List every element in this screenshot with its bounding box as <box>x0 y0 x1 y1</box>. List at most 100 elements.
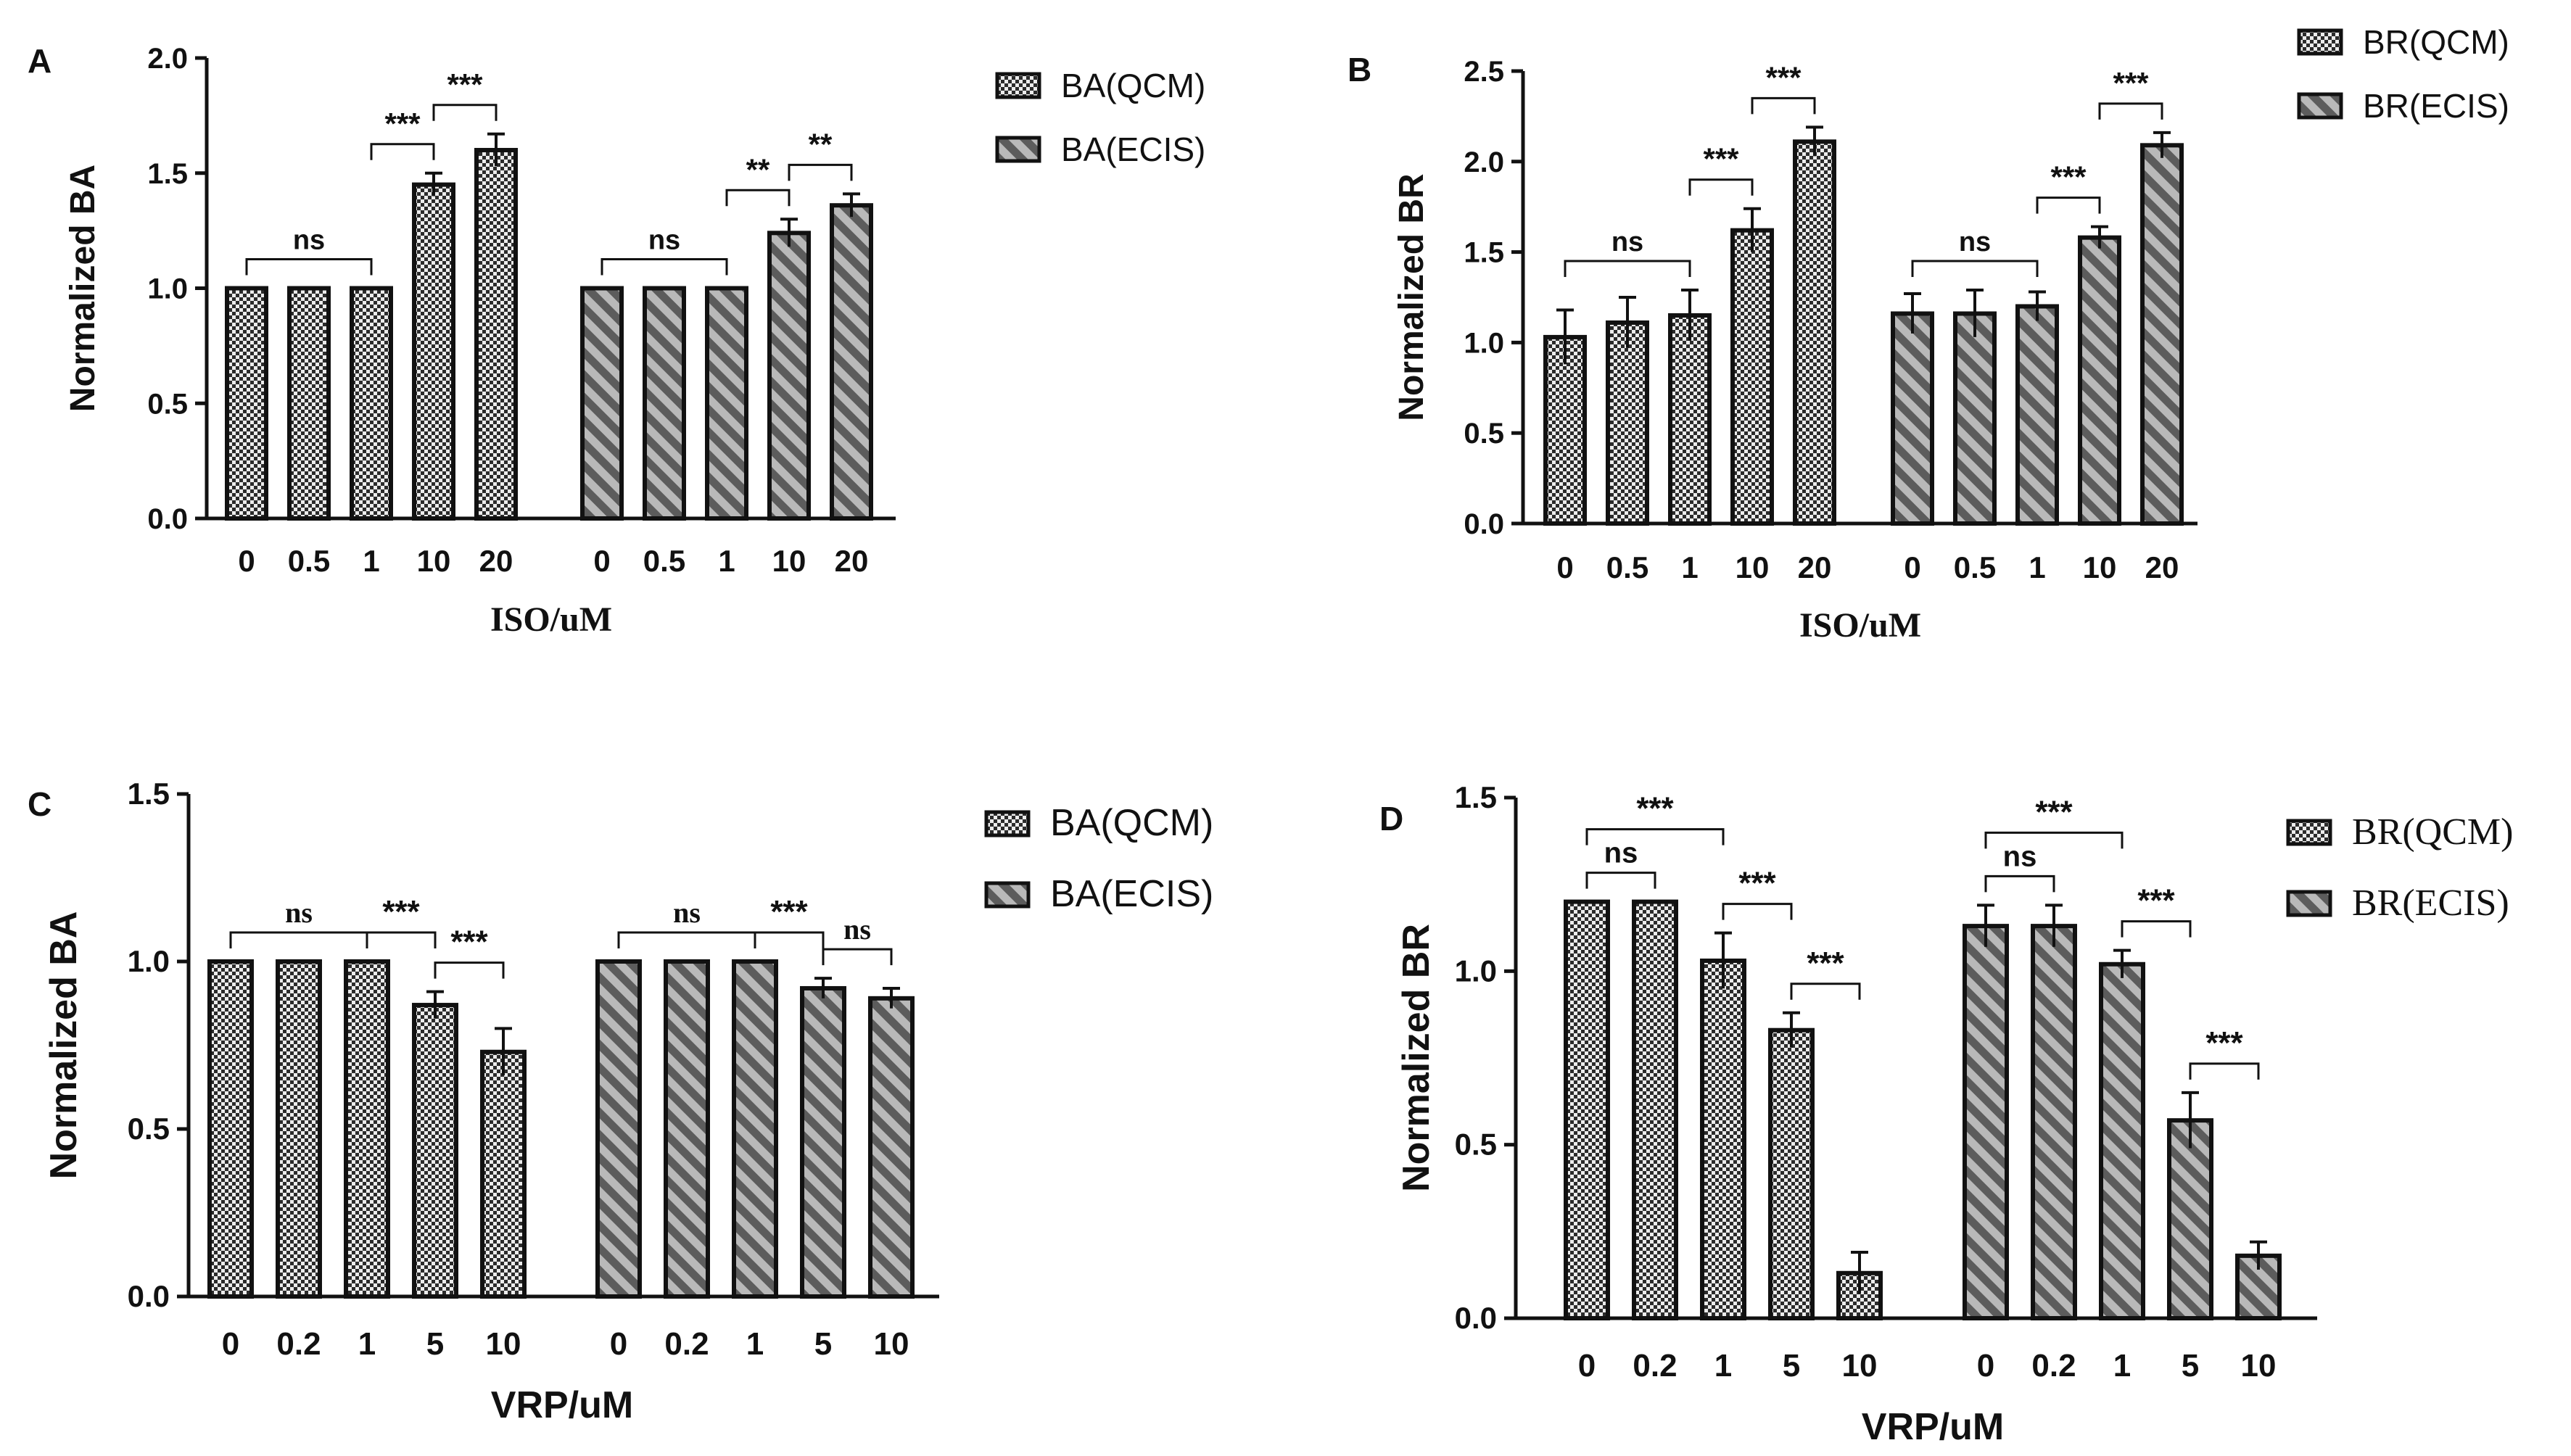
significance-label: ns <box>1959 227 1991 257</box>
y-tick-label: 1.0 <box>128 944 170 978</box>
significance-label: *** <box>1703 142 1739 176</box>
y-axis-label: Normalized BR <box>1395 924 1437 1192</box>
bar <box>1700 958 1746 1321</box>
x-axis-label: VRP/uM <box>1862 1406 2004 1448</box>
significance-bracket <box>1585 828 1725 845</box>
bar <box>1963 924 2009 1320</box>
significance-label: *** <box>1738 866 1776 901</box>
y-tick-label: 0.0 <box>128 1279 170 1313</box>
legend-swatch <box>984 881 1031 909</box>
bar <box>643 286 686 521</box>
y-tick-label: 1.0 <box>1455 954 1497 988</box>
significance-label: ns <box>673 896 701 929</box>
x-tick-label: 10 <box>874 1326 909 1362</box>
y-tick-label: 1.0 <box>147 273 188 305</box>
significance-bracket <box>1688 178 1754 196</box>
significance-bracket <box>725 189 791 207</box>
x-axis-label: VRP/uM <box>491 1384 633 1426</box>
y-axis-label: Normalized BA <box>43 911 85 1180</box>
bar <box>830 203 873 521</box>
significance-bracket <box>432 104 498 121</box>
legend-label: BA(QCM) <box>1061 67 1205 104</box>
y-axis-label: Normalized BA <box>64 165 102 412</box>
y-tick-label: 2.0 <box>147 43 188 75</box>
x-tick-label: 1 <box>1681 550 1698 584</box>
legend-swatch <box>2297 92 2343 120</box>
significance-bracket <box>1751 96 1816 115</box>
panel-letter: B <box>1348 51 1371 88</box>
x-tick-label: 0.2 <box>1633 1348 1677 1383</box>
panel-a: A 0.0 0.5 1.0 1.5 2.0 Normalized BA ISO/uM 0 0.5 1… <box>28 42 1205 639</box>
significance-label: ** <box>746 152 770 186</box>
legend-label: BR(QCM) <box>2352 811 2513 853</box>
y-tick-label: 0.5 <box>1464 418 1504 450</box>
panel-letter: D <box>1379 800 1403 837</box>
x-tick-label: 1 <box>363 544 379 578</box>
x-tick-label: 0 <box>593 544 610 578</box>
x-tick-label: 20 <box>2145 550 2179 584</box>
bar <box>2099 961 2145 1320</box>
significance-bracket <box>2098 102 2163 120</box>
significance-label: *** <box>382 894 420 930</box>
significance-label: *** <box>1807 946 1844 981</box>
x-tick-label: 0 <box>1556 550 1573 584</box>
x-tick-label: 1 <box>1714 1348 1732 1383</box>
significance-bracket <box>2036 197 2101 214</box>
significance-label: ns <box>293 226 325 256</box>
legend-swatch <box>2297 28 2343 56</box>
significance-label: ns <box>1611 227 1643 257</box>
significance-label: ns <box>648 226 680 256</box>
bar <box>474 148 518 521</box>
significance-label: *** <box>1636 791 1674 827</box>
significance-label: *** <box>384 107 421 141</box>
y-tick-label: 0.0 <box>147 503 188 535</box>
bar <box>767 231 811 521</box>
legend-swatch <box>2286 890 2332 917</box>
y-tick-label: 1.5 <box>1464 237 1504 269</box>
bar <box>207 959 254 1299</box>
x-tick-label: 20 <box>835 544 869 578</box>
x-axis-label: ISO/uM <box>1799 606 1921 645</box>
significance-label: *** <box>2205 1025 2243 1061</box>
legend-label: BA(QCM) <box>1050 802 1213 844</box>
x-tick-label: 20 <box>479 544 513 578</box>
x-tick-label: 0.5 <box>288 544 330 578</box>
x-tick-label: 10 <box>2083 550 2117 584</box>
panel-letter: A <box>28 42 51 80</box>
x-tick-label: 10 <box>1842 1348 1878 1383</box>
significance-label: *** <box>770 894 808 930</box>
bar <box>705 286 748 521</box>
significance-bracket <box>2121 920 2192 938</box>
x-tick-label: 20 <box>1798 550 1832 584</box>
bar <box>480 1049 527 1299</box>
significance-bracket <box>1790 983 1861 1000</box>
x-tick-label: 10 <box>486 1326 521 1362</box>
significance-bracket <box>1984 831 2124 849</box>
bar <box>800 985 846 1299</box>
x-tick-label: 1 <box>718 544 735 578</box>
bar <box>287 286 331 521</box>
bar <box>1668 313 1712 526</box>
bar <box>412 1003 458 1299</box>
significance-label: ns <box>285 896 313 929</box>
significance-label: *** <box>447 67 483 102</box>
bar <box>225 286 268 521</box>
x-tick-label: 10 <box>1736 550 1770 584</box>
significance-bracket <box>1564 260 1691 278</box>
significance-bracket <box>229 931 368 948</box>
x-tick-label: 0.5 <box>643 544 685 578</box>
x-tick-label: 1 <box>358 1326 376 1362</box>
x-tick-label: 0 <box>1904 550 1920 584</box>
significance-bracket <box>2189 1062 2260 1080</box>
x-tick-label: 1 <box>2113 1348 2131 1383</box>
significance-label: *** <box>1765 60 1802 94</box>
significance-label: *** <box>2050 160 2087 194</box>
x-tick-label: 0.2 <box>664 1326 709 1362</box>
bar <box>868 996 915 1299</box>
legend-swatch <box>995 72 1041 99</box>
bar <box>2140 143 2184 526</box>
y-tick-label: 1.0 <box>1464 327 1504 359</box>
